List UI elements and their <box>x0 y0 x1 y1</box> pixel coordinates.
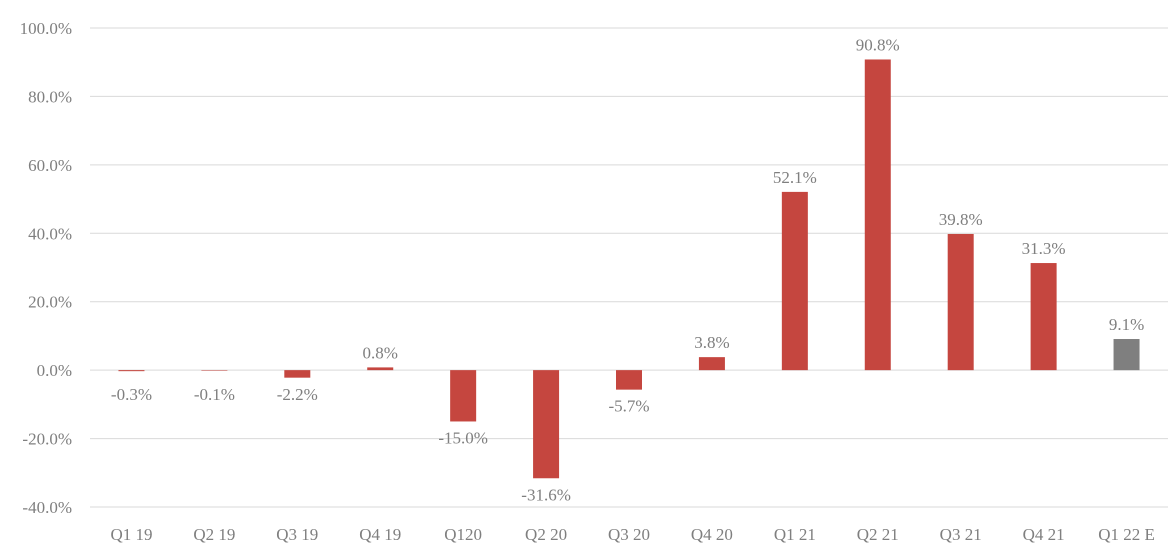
category-label: Q3 20 <box>608 525 650 544</box>
category-label: Q3 21 <box>940 525 982 544</box>
y-tick-label: -40.0% <box>22 498 72 517</box>
bar <box>201 370 228 371</box>
y-tick-label: 0.0% <box>37 361 72 380</box>
category-label: Q120 <box>444 525 482 544</box>
data-label: 31.3% <box>1022 239 1066 258</box>
y-tick-label: 40.0% <box>28 224 72 243</box>
data-label: 52.1% <box>773 168 817 187</box>
bar <box>698 357 725 371</box>
data-labels: -0.3% -0.1% -2.2% 0.8% -15.0% -31.6% -5.7% 3.8%… <box>111 35 1144 504</box>
y-axis-tick-labels: 100.0% 80.0% 60.0% 40.0% 20.0% 0.0% -20.0% -40.… <box>20 19 72 517</box>
category-label: Q1 22 E <box>1098 525 1155 544</box>
bar <box>616 370 642 390</box>
category-label: Q2 20 <box>525 525 567 544</box>
data-label: -15.0% <box>438 428 488 447</box>
bar <box>1030 263 1057 371</box>
bar <box>367 367 394 371</box>
category-label: Q1 19 <box>110 525 152 544</box>
y-tick-label: 80.0% <box>28 87 72 106</box>
data-label: 9.1% <box>1109 315 1144 334</box>
bar <box>118 370 145 372</box>
y-tick-label: 20.0% <box>28 293 72 312</box>
category-label: Q3 19 <box>276 525 318 544</box>
data-label: -31.6% <box>521 485 571 504</box>
category-label: Q4 20 <box>691 525 733 544</box>
bar <box>450 370 477 422</box>
bar <box>284 370 311 378</box>
y-tick-label: 60.0% <box>28 156 72 175</box>
bar <box>864 59 891 371</box>
y-tick-label: -20.0% <box>22 430 72 449</box>
bar <box>1113 339 1140 371</box>
data-label: -0.1% <box>194 385 235 404</box>
data-label: 3.8% <box>694 333 729 352</box>
data-label: 39.8% <box>939 210 983 229</box>
gridlines <box>90 27 1168 508</box>
bar <box>947 233 974 371</box>
category-label: Q2 19 <box>193 525 235 544</box>
bar <box>533 370 560 479</box>
data-label: 0.8% <box>363 343 398 362</box>
data-label: 90.8% <box>856 35 900 54</box>
y-tick-label: 100.0% <box>20 19 72 38</box>
category-label: Q1 21 <box>774 525 816 544</box>
category-label: Q2 21 <box>857 525 899 544</box>
data-label: -0.3% <box>111 385 152 404</box>
category-label: Q4 19 <box>359 525 401 544</box>
bar <box>781 191 808 371</box>
category-label: Q4 21 <box>1023 525 1065 544</box>
data-label: -5.7% <box>608 397 649 416</box>
x-axis-category-labels: Q1 19 Q2 19 Q3 19 Q4 19 Q120 Q2 20 Q3 20 Q4 20 Q… <box>110 525 1154 544</box>
data-label: -2.2% <box>277 385 318 404</box>
bars <box>118 59 1140 479</box>
